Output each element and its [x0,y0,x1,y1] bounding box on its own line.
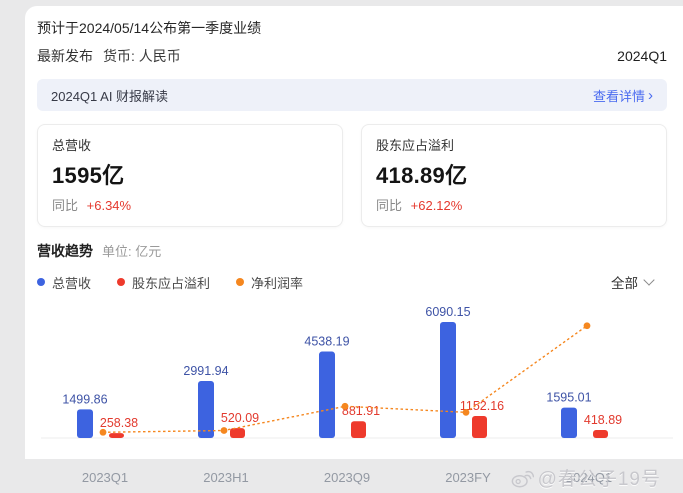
period-label: 2024Q1 [617,48,667,64]
legend-label: 总营收 [52,273,91,292]
svg-text:2023FY: 2023FY [445,470,491,485]
svg-text:2023Q1: 2023Q1 [82,470,128,485]
legend-label: 股东应占溢利 [132,273,210,292]
view-details-link[interactable]: 查看详情 › [593,86,653,105]
profit-card: 股东应占溢利 418.89亿 同比 +62.12% [361,124,667,227]
yoy-label: 同比 [52,198,78,213]
trend-chart-area: 1499.86 258.38 2023Q1 2991.94 520.09 2023H1 45… [37,294,667,493]
profit-card-yoy: 同比 +62.12% [376,195,652,214]
svg-text:418.89: 418.89 [584,413,622,427]
release-row: 最新发布货币: 人民币 2024Q1 [37,46,667,66]
ai-report-banner[interactable]: 2024Q1 AI 财报解读 查看详情 › [37,79,667,111]
trend-section-header: 营收趋势 单位: 亿元 [37,241,667,261]
svg-text:6090.15: 6090.15 [425,305,470,319]
svg-text:1595.01: 1595.01 [546,391,591,405]
chart-legend: 总营收 股东应占溢利 净利润率 全部 [37,272,667,292]
svg-text:2023Q9: 2023Q9 [324,470,370,485]
summary-cards: 总营收 1595亿 同比 +6.34% 股东应占溢利 418.89亿 同比 +6… [37,124,667,227]
view-details-label: 查看详情 [593,86,645,105]
ai-report-title: 2024Q1 AI 财报解读 [51,86,168,105]
legend-dot-blue-icon [37,278,45,286]
period-filter-dropdown[interactable]: 全部 [611,272,653,292]
revenue-card: 总营收 1595亿 同比 +6.34% [37,124,343,227]
svg-text:2991.94: 2991.94 [183,364,228,378]
legend-dot-orange-icon [236,278,244,286]
yoy-value: +62.12% [411,198,463,213]
revenue-card-value: 1595亿 [52,158,328,190]
profit-card-value: 418.89亿 [376,158,652,190]
legend-item-revenue[interactable]: 总营收 [37,273,91,292]
release-info: 最新发布货币: 人民币 [37,46,181,66]
earnings-panel: 预计于2024/05/14公布第一季度业绩 最新发布货币: 人民币 2024Q1… [25,6,683,459]
chevron-down-icon [643,274,654,285]
currency-label: 货币: 人民币 [103,48,181,64]
revenue-card-yoy: 同比 +6.34% [52,195,328,214]
yoy-value: +6.34% [87,198,131,213]
legend-label: 净利润率 [251,273,303,292]
trend-unit-label: 单位: 亿元 [102,241,161,260]
announcement-text: 预计于2024/05/14公布第一季度业绩 [37,18,667,38]
chevron-right-icon: › [648,88,653,103]
svg-text:520.09: 520.09 [221,411,259,425]
yoy-label: 同比 [376,198,402,213]
svg-text:2024Q1: 2024Q1 [566,470,612,485]
legend-item-margin[interactable]: 净利润率 [236,273,303,292]
trend-section-title: 营收趋势 [37,241,93,261]
legend-dot-red-icon [117,278,125,286]
profit-card-title: 股东应占溢利 [376,135,652,154]
revenue-card-title: 总营收 [52,135,328,154]
latest-release-label: 最新发布 [37,48,93,64]
svg-text:2023H1: 2023H1 [203,470,249,485]
svg-text:4538.19: 4538.19 [304,335,349,349]
svg-text:1499.86: 1499.86 [62,392,107,406]
legend-item-profit[interactable]: 股东应占溢利 [117,273,210,292]
svg-text:258.38: 258.38 [100,416,138,430]
filter-label: 全部 [611,272,638,292]
